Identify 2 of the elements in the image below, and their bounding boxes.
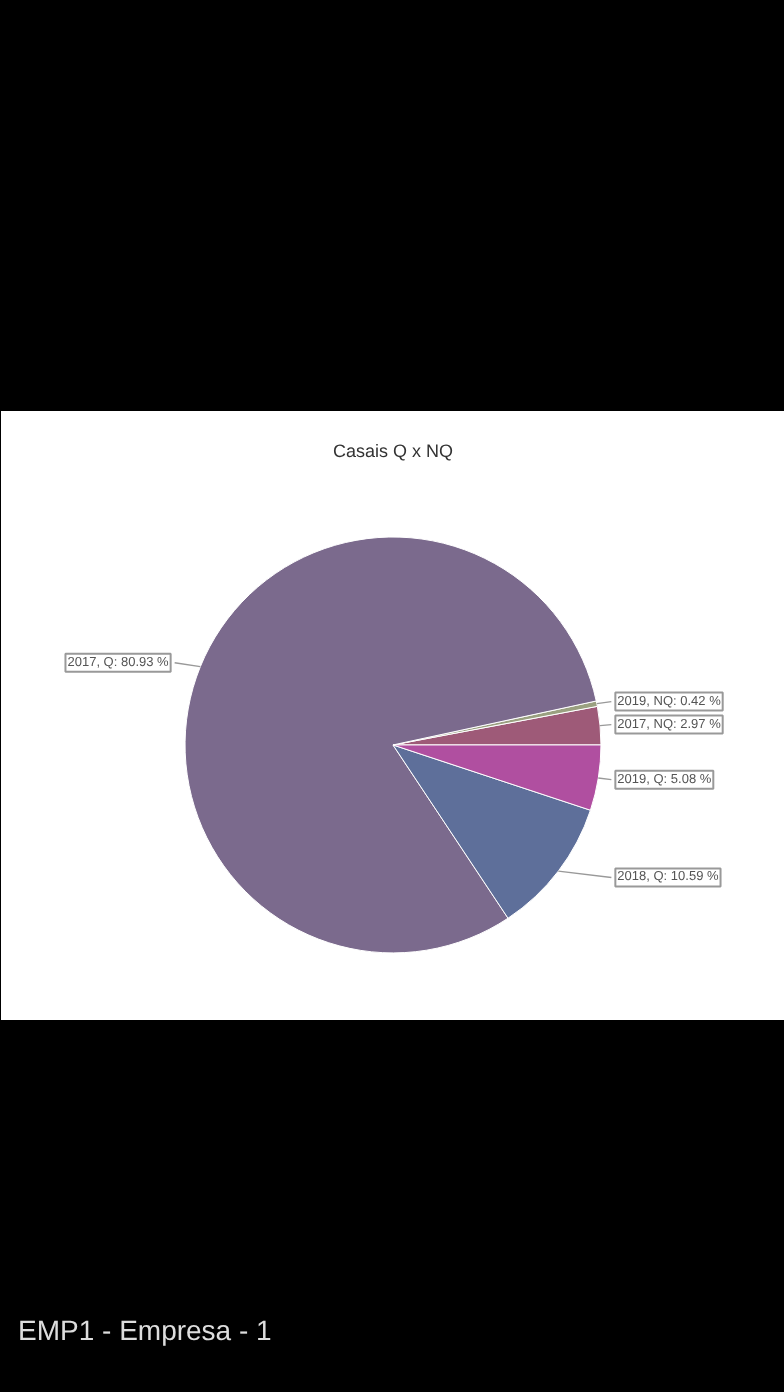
text: EMP1 - Empresa - 1 (18, 1312, 272, 1350)
chart-title: Casais Q x NQ (332, 441, 454, 461)
